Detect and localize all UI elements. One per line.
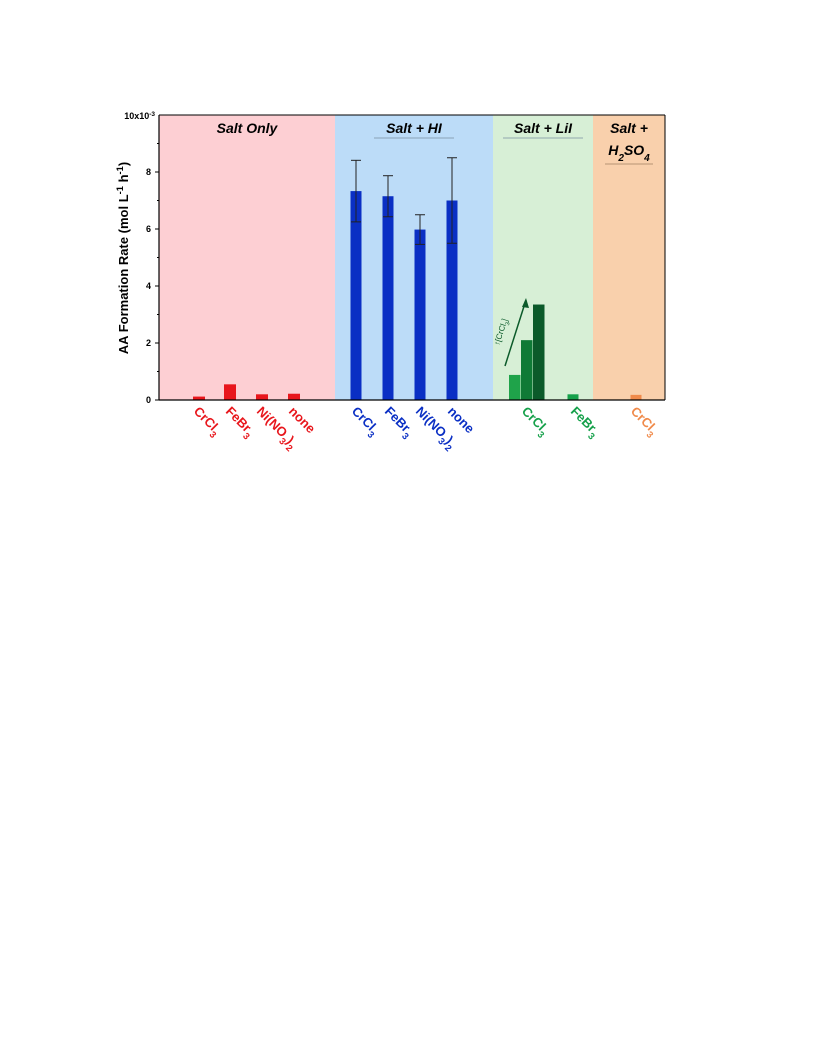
category-label: CrCl3 — [516, 404, 553, 441]
panel-title: H2SO4 — [608, 142, 650, 164]
bar-0-1 — [224, 384, 236, 400]
y-tick-label: 0 — [146, 395, 151, 405]
y-tick-label: 6 — [146, 224, 151, 234]
panel-salt-only-background — [159, 115, 335, 400]
y-axis-title: AA Formation Rate (mol L-1 h-1) — [115, 162, 131, 354]
category-label: none — [286, 404, 319, 437]
panel-title: Salt Only — [217, 120, 279, 136]
panel-salt-h2so4-background — [593, 115, 665, 400]
category-label: FeBr3 — [565, 404, 603, 442]
annotation-arrow-head — [522, 298, 529, 308]
bar-0-2 — [256, 394, 268, 400]
panel-title: Salt + HI — [386, 120, 443, 136]
category-label: CrCl3 — [625, 404, 662, 441]
panel-title: Salt + — [610, 120, 648, 136]
annotation-arrow — [504, 299, 527, 367]
category-label: FeBr3 — [379, 404, 417, 442]
category-label: CrCl3 — [346, 404, 383, 441]
category-label: CrCl3 — [188, 404, 225, 441]
bar-1-1 — [382, 196, 394, 400]
y-tick-label: 2 — [146, 338, 151, 348]
bar-lii-crcl3-1 — [509, 374, 521, 400]
y-tick-label: 8 — [146, 167, 151, 177]
bar-3-0 — [630, 394, 642, 400]
bar-lii-crcl3-2 — [521, 340, 533, 400]
category-label: none — [445, 404, 478, 437]
bar-0-0 — [193, 396, 205, 400]
category-label: FeBr3 — [220, 404, 258, 442]
bar-1-3 — [446, 200, 458, 400]
y-multiplier-label: 10x10-3 — [124, 111, 155, 122]
bar-1-0 — [350, 191, 362, 400]
bar-lii-crcl3-3 — [533, 304, 545, 400]
bar-1-2 — [414, 229, 426, 400]
y-tick-label: 4 — [146, 281, 151, 291]
panel-title: Salt + LiI — [514, 120, 573, 136]
bar-0-3 — [288, 393, 300, 400]
bar-2-1 — [567, 394, 579, 400]
